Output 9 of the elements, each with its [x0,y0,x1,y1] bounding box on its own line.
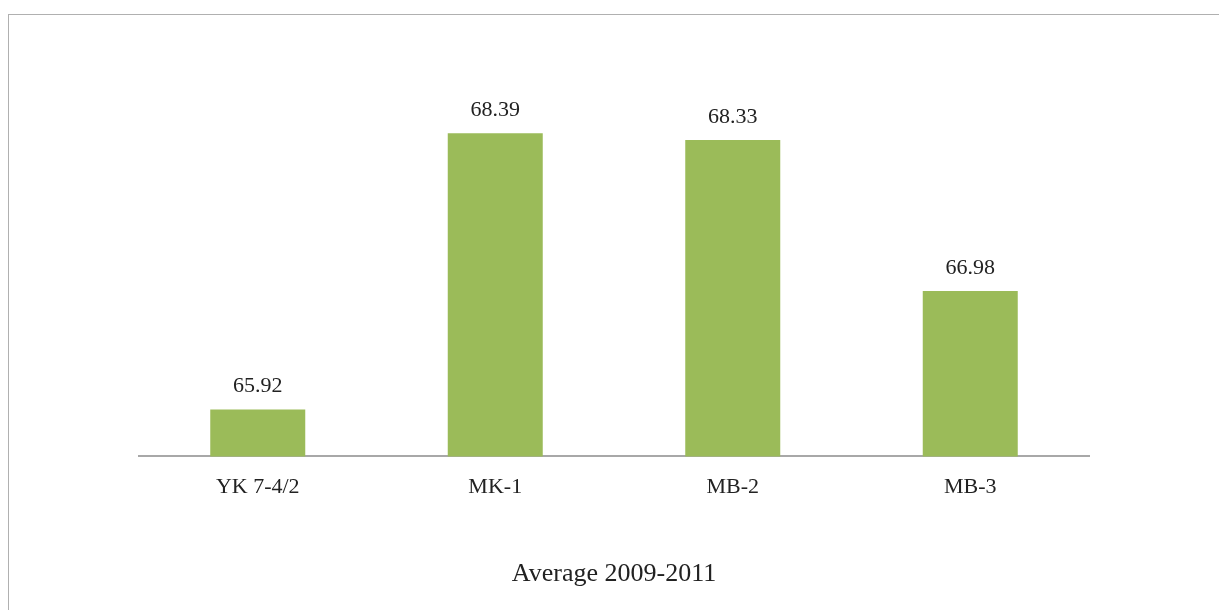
x-tick-label: MB-2 [706,473,760,499]
x-tick-label: YK 7-4/2 [215,473,300,499]
data-label: 68.33 [708,102,758,128]
text: Average 2009-2011 [511,558,717,588]
x-tick-label: MB-3 [943,473,997,499]
data-label: 66.98 [945,253,995,279]
data-label: 68.39 [470,96,520,121]
data-label: 65.92 [233,372,283,398]
x-tick-label: MK-1 [468,473,523,499]
